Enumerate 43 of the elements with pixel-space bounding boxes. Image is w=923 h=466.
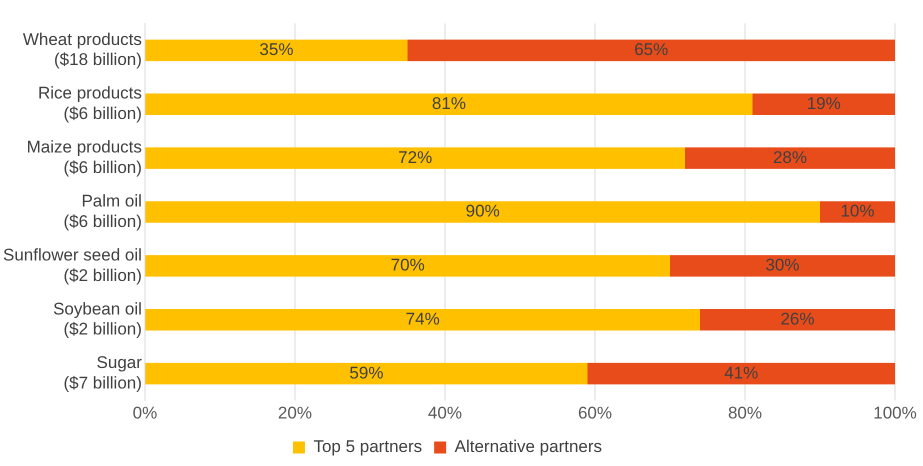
data-label: 72% bbox=[398, 148, 432, 167]
x-tick-label: 80% bbox=[728, 403, 762, 422]
legend-label: Top 5 partners bbox=[313, 437, 422, 456]
data-label: 35% bbox=[259, 40, 294, 60]
data-label: 30% bbox=[765, 256, 800, 275]
bar bbox=[145, 93, 752, 116]
y-tick-label: Palm oil ($6 billion) bbox=[63, 191, 142, 231]
data-label: 70% bbox=[390, 256, 425, 275]
y-tick-label: Sunflower seed oil ($2 billion) bbox=[2, 245, 142, 285]
y-tick-label: Rice products ($6 billion) bbox=[38, 84, 142, 124]
data-label: 19% bbox=[806, 94, 841, 113]
x-tick-label: 100% bbox=[873, 403, 917, 422]
data-label: 10% bbox=[840, 202, 875, 221]
data-label: 41% bbox=[724, 363, 758, 382]
bar bbox=[587, 362, 895, 384]
legend-label: Alternative partners bbox=[454, 437, 602, 456]
bar bbox=[670, 255, 895, 277]
data-label: 28% bbox=[772, 148, 808, 167]
data-label: 26% bbox=[780, 309, 815, 328]
bar bbox=[752, 93, 895, 116]
bar bbox=[145, 201, 820, 223]
bar bbox=[684, 147, 895, 169]
bar bbox=[145, 147, 685, 169]
data-label: 65% bbox=[634, 40, 668, 60]
data-label: 81% bbox=[432, 94, 466, 113]
data-label: 90% bbox=[466, 202, 500, 221]
bar bbox=[145, 362, 588, 384]
bar bbox=[145, 40, 408, 62]
y-tick-label: Maize products ($6 billion) bbox=[26, 138, 142, 177]
x-tick-label: 40% bbox=[428, 403, 462, 422]
data-label: 74% bbox=[406, 309, 440, 328]
bar bbox=[700, 308, 895, 331]
x-tick-label: 0% bbox=[132, 403, 158, 422]
bar bbox=[407, 40, 895, 62]
y-tick-label: Sugar ($7 billion) bbox=[63, 353, 142, 393]
x-tick-label: 20% bbox=[278, 403, 312, 422]
y-tick-label: Wheat products ($18 billion) bbox=[22, 30, 142, 70]
y-tick-label: Soybean oil ($2 billion) bbox=[53, 299, 142, 339]
bar bbox=[820, 201, 895, 223]
data-label: 59% bbox=[349, 363, 384, 382]
x-tick-label: 60% bbox=[578, 403, 612, 422]
bar bbox=[145, 255, 670, 277]
bar bbox=[145, 308, 700, 331]
